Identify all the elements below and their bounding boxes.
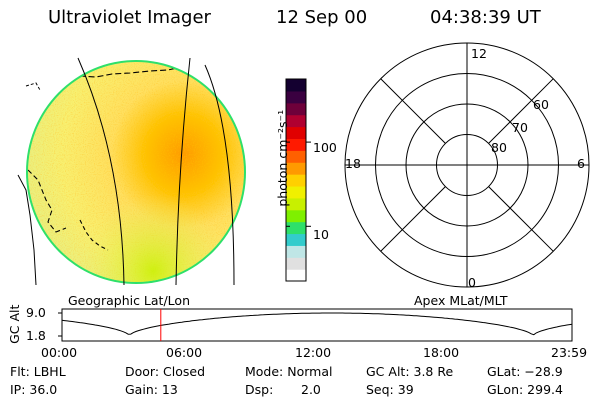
mlt-line-diag-45 [488, 186, 554, 252]
colorbar-segment [286, 197, 306, 211]
colorbar-segment [286, 233, 306, 246]
colorbar-segment [286, 138, 306, 151]
instrument-title: Ultraviolet Imager [48, 7, 211, 28]
glon-info: GLon: 299.4 [487, 382, 563, 397]
coastline-fragment [25, 82, 41, 91]
mlt-line-diag-315 [488, 78, 554, 144]
colorbar-segment [286, 185, 306, 199]
colorbar-tick-label-100: 100 [313, 140, 337, 155]
x-tick-label-0000: 00:00 [41, 345, 78, 360]
longitude-line-west [77, 57, 125, 286]
mlt-label-18: 18 [345, 156, 361, 171]
colorbar-gradient [286, 79, 306, 282]
y-tick-label-low: 1.8 [26, 328, 46, 343]
colorbar-segment [286, 221, 306, 235]
colorbar-segment [286, 174, 306, 187]
terminator-line [17, 174, 37, 286]
ip-info: IP: 36.0 [10, 382, 58, 397]
colorbar-segment [286, 102, 306, 116]
lat-label-80: 80 [491, 140, 507, 155]
longitude-line-east [204, 64, 235, 286]
geo-caption: Geographic Lat/Lon [68, 293, 190, 308]
colorbar-segment [286, 162, 306, 175]
mlt-label-6: 6 [577, 156, 585, 171]
colorbar-segment [286, 257, 306, 270]
dayside-low-intensity [28, 62, 244, 282]
mlt-line-diag-135 [380, 186, 446, 252]
lat-label-60: 60 [533, 97, 549, 112]
colorbar-segment [286, 79, 306, 92]
time-label: 04:38:39 UT [430, 7, 541, 28]
colorbar-segment [286, 245, 306, 258]
mlt-label-0: 0 [468, 275, 476, 290]
door-info: Door: Closed [125, 364, 206, 379]
dsp-label: Dsp: [245, 382, 274, 397]
longitude-line-center [175, 57, 191, 286]
colorbar-unit-label: photon cm⁻²s⁻¹ [274, 109, 290, 207]
colorbar-segment [286, 90, 306, 104]
dsp-value: 2.0 [301, 382, 321, 397]
colorbar [285, 78, 311, 282]
polar-grid [344, 42, 590, 288]
altitude-curve [61, 312, 573, 336]
mlt-label-12: 12 [471, 46, 487, 61]
mlt-line-diag-225 [380, 78, 446, 144]
colorbar-segment [286, 209, 306, 223]
y-tick-label-high: 9.0 [26, 305, 46, 320]
x-tick-label-2359: 23:59 [551, 345, 588, 360]
altitude-plot [58, 308, 573, 342]
colorbar-frame [285, 78, 307, 282]
x-tick-label-1800: 18:00 [423, 345, 460, 360]
colorbar-segment [286, 150, 306, 163]
altitude-plot-frame [61, 308, 573, 342]
gain-info: Gain: 13 [125, 382, 178, 397]
filter-info: Flt: LBHL [10, 364, 66, 379]
colorbar-segment [286, 126, 306, 140]
colorbar-tick-label-10: 10 [313, 227, 329, 242]
x-tick-label-0600: 06:00 [166, 345, 203, 360]
uv-image [17, 57, 246, 286]
apex-caption: Apex MLat/MLT [414, 293, 508, 308]
glat-info: GLat: −28.9 [487, 364, 563, 379]
colorbar-segment [286, 269, 306, 282]
seq-info: Seq: 39 [366, 382, 414, 397]
date-label: 12 Sep 00 [276, 7, 368, 28]
colorbar-ticks [286, 141, 311, 227]
x-tick-label-1200: 12:00 [295, 345, 332, 360]
colorbar-segment [286, 114, 306, 128]
gc-alt-axis-label: GC Alt [6, 304, 22, 344]
lat-label-70: 70 [512, 120, 528, 135]
gc-alt-info: GC Alt: 3.8 Re [366, 364, 454, 379]
mode-info: Mode: Normal [245, 364, 333, 379]
